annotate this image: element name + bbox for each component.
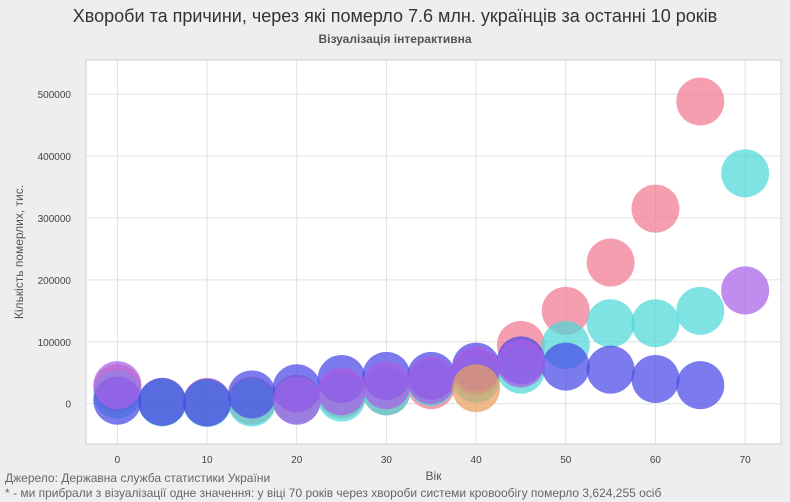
y-tick-label: 100000: [38, 338, 72, 349]
y-tick-label: 500000: [38, 90, 72, 101]
bubble-cyan[interactable]: [721, 149, 770, 198]
y-tick-label: 200000: [38, 276, 72, 287]
bubble-purple[interactable]: [362, 361, 411, 410]
bubble-purple[interactable]: [407, 356, 456, 405]
bubble-pink[interactable]: [586, 238, 635, 287]
x-tick-label: 0: [115, 455, 121, 466]
bubble-blue[interactable]: [541, 342, 590, 391]
axes: 0 10 20 30 40 50 60 70 0 100000 200000 300000 400000…: [38, 90, 752, 466]
bubble-pink[interactable]: [541, 286, 590, 335]
bubbles: [93, 77, 770, 428]
x-tick-label: 40: [471, 455, 483, 466]
chart-subtitle: Візуалізація інтерактивна: [318, 32, 472, 46]
bubble-blue[interactable]: [631, 354, 680, 403]
bubble-orange[interactable]: [452, 364, 501, 413]
bubble-cyan[interactable]: [631, 299, 680, 348]
y-tick-label: 0: [65, 400, 71, 411]
footnote: * - ми прибрали з візуалізації одне знач…: [5, 486, 662, 500]
source-note: Джерело: Державна служба статистики Укра…: [5, 471, 271, 485]
x-tick-label: 60: [650, 455, 662, 466]
bubble-purple[interactable]: [721, 266, 770, 315]
x-axis-title: Вік: [426, 469, 443, 483]
x-tick-label: 20: [291, 455, 303, 466]
bubble-purple[interactable]: [496, 339, 545, 388]
bubble-pink[interactable]: [676, 77, 725, 126]
bubble-cyan[interactable]: [676, 286, 725, 335]
x-tick-label: 30: [381, 455, 393, 466]
x-tick-label: 70: [740, 455, 752, 466]
bubble-cyan[interactable]: [586, 299, 635, 348]
x-tick-label: 10: [202, 455, 214, 466]
y-tick-label: 400000: [38, 152, 72, 163]
bubble-purple[interactable]: [317, 367, 366, 416]
y-tick-label: 300000: [38, 214, 72, 225]
bubble-blue[interactable]: [227, 370, 276, 419]
bubble-blue[interactable]: [586, 345, 635, 394]
bubble-blue[interactable]: [138, 377, 187, 426]
bubble-purple[interactable]: [272, 376, 321, 425]
bubble-blue[interactable]: [676, 361, 725, 410]
bubble-blue[interactable]: [183, 378, 232, 427]
bubble-purple[interactable]: [93, 361, 142, 410]
bubble-pink[interactable]: [631, 184, 680, 233]
y-axis-title: Кількість померлих, тис.: [12, 185, 26, 319]
chart-title: Хвороби та причини, через які померло 7.…: [72, 6, 718, 26]
x-tick-label: 50: [560, 455, 572, 466]
